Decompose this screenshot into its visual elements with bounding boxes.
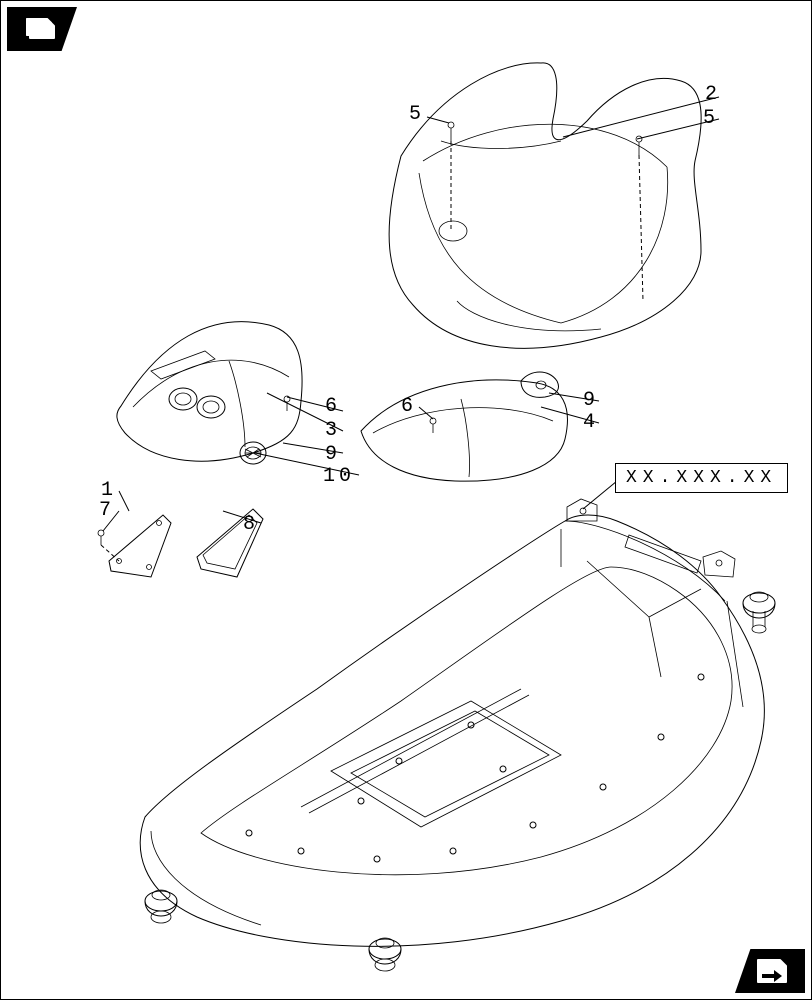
callout-5b: 5 (703, 107, 719, 130)
callout-5a: 5 (409, 103, 425, 126)
part-rear-panel (389, 63, 701, 348)
callout-6a: 6 (325, 395, 341, 418)
reference-text: XX.XXX.XX (615, 463, 788, 493)
callout-10: 10 (323, 465, 355, 488)
part-floor-tray (140, 499, 775, 971)
callout-7: 7 (99, 499, 115, 522)
part-cover-and-gasket (98, 509, 263, 577)
callout-3: 3 (325, 419, 341, 442)
part-louver (240, 442, 266, 464)
callout-8: 8 (243, 513, 259, 536)
reference-link: XX.XXX.XX (615, 463, 788, 493)
callout-6b: 6 (401, 395, 417, 418)
page-arrow-icon (735, 949, 805, 993)
part-right-console (361, 372, 567, 481)
exploded-view-art (1, 1, 812, 1000)
callout-9a: 9 (325, 443, 341, 466)
callout-2: 2 (705, 83, 721, 106)
part-left-console (117, 322, 302, 462)
callout-9b: 9 (583, 389, 599, 412)
pages-stack-icon (7, 7, 77, 51)
diagram-page: 1 2 3 4 5 5 6 6 7 8 9 9 10 XX.XXX.XX (0, 0, 812, 1000)
callout-4: 4 (583, 411, 599, 434)
